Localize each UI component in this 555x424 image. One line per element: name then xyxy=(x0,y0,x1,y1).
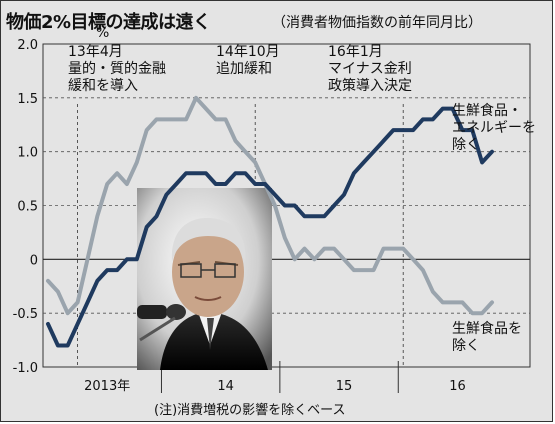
y-tick-label: 2.0 xyxy=(17,38,38,53)
annotation-line: 16年1月 xyxy=(328,44,383,60)
y-axis: 2.0 1.5 1.0 0.5 0 -0.5 -1.0 xyxy=(13,38,38,376)
series-label-line: 生鮮食品を xyxy=(452,321,522,337)
chart-title: 物価2%目標の達成は遠く xyxy=(6,12,211,33)
series-label-core: 生鮮食品・ エネルギーを 除く xyxy=(452,103,536,154)
y-tick-label: 0.5 xyxy=(17,200,38,215)
annotation-line: マイナス金利 xyxy=(328,61,412,77)
series-label-line: 生鮮食品・ xyxy=(452,103,522,119)
footnote: (注)消費増税の影響を除くベース xyxy=(154,403,346,418)
y-tick-label: 1.0 xyxy=(17,146,38,161)
unit-label: % xyxy=(96,25,110,41)
annotation-line: 政策導入決定 xyxy=(328,78,412,94)
series-label-headline: 生鮮食品を 除く xyxy=(452,321,522,355)
annotation-2014-oct: 14年10月 追加緩和 xyxy=(216,44,280,78)
series-line-headline xyxy=(46,95,494,316)
x-axis: 2013年 14 15 16 xyxy=(84,379,466,394)
series-label-line: エネルギーを xyxy=(452,120,536,136)
series-label-line: 除く xyxy=(452,137,480,153)
annotation-line: 追加緩和 xyxy=(216,61,272,77)
annotation-line: 13年4月 xyxy=(68,44,123,60)
x-tick-label: 16 xyxy=(449,379,466,394)
series-lines xyxy=(46,95,494,348)
y-tick-label: -1.0 xyxy=(13,361,38,376)
y-tick-label: 1.5 xyxy=(17,92,38,107)
annotation-line: 量的・質的金融 xyxy=(68,61,166,77)
series-label-line: 除く xyxy=(452,338,480,354)
annotation-2016-jan: 16年1月 マイナス金利 政策導入決定 xyxy=(328,44,412,95)
annotation-2013-apr: 13年4月 量的・質的金融 緩和を導入 xyxy=(68,44,166,95)
annotation-line: 緩和を導入 xyxy=(68,78,138,94)
series-line-core xyxy=(46,106,494,348)
y-tick-label: 0 xyxy=(30,253,38,268)
portrait-photo xyxy=(137,188,272,370)
chart-subtitle: （消費者物価指数の前年同月比） xyxy=(272,15,482,31)
y-tick-label: -0.5 xyxy=(13,307,38,322)
annotation-line: 14年10月 xyxy=(216,44,280,60)
x-tick-label: 14 xyxy=(217,379,234,394)
x-tick-label: 2013年 xyxy=(84,379,130,394)
x-tick-label: 15 xyxy=(336,379,353,394)
